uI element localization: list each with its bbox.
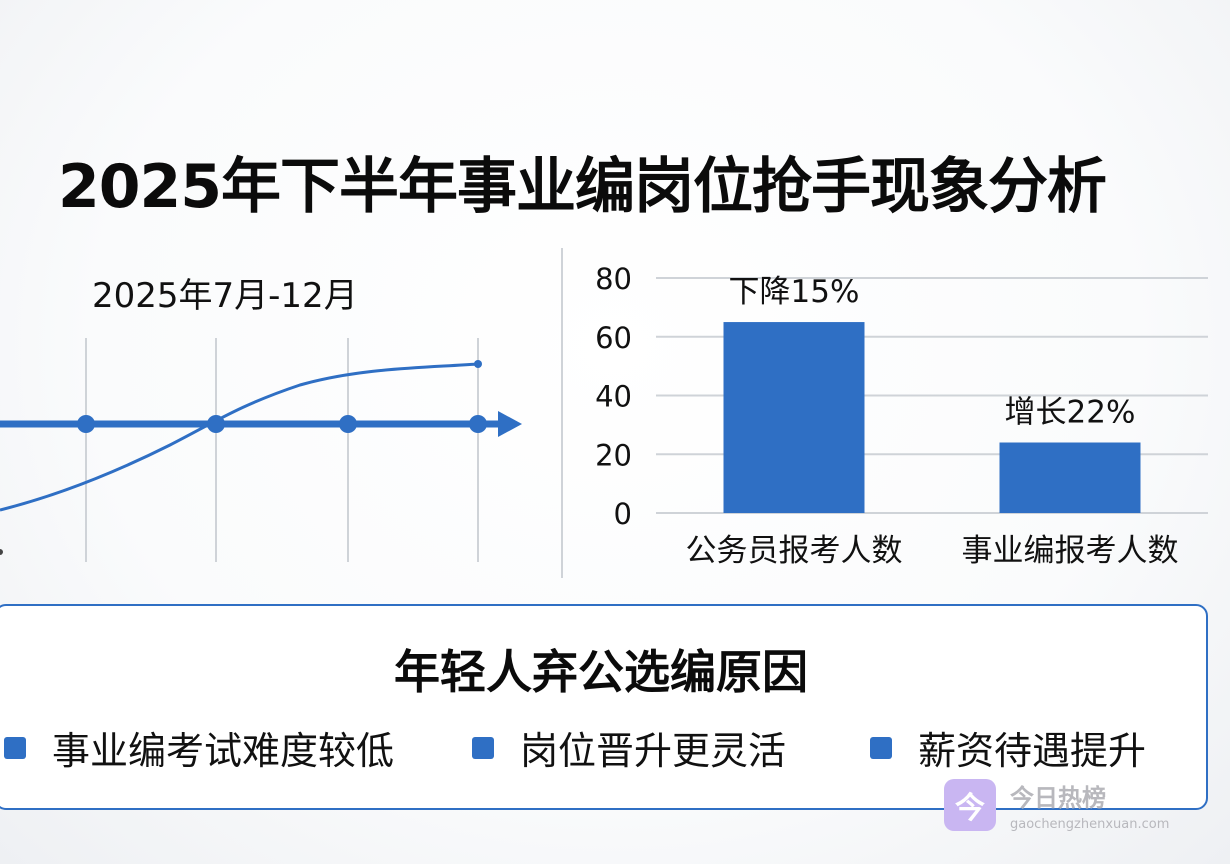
timeline-label: 2025年7月-12月: [92, 276, 358, 316]
watermark: 今 今日热榜 gaochengzhenxuan.com: [944, 778, 1169, 832]
y-tick-label: 60: [595, 321, 632, 355]
trend-curve-end-point: [474, 360, 482, 368]
reason-item: 薪资待遇提升: [870, 720, 1146, 775]
bar: [723, 322, 865, 513]
timeline-point: [469, 415, 487, 433]
bullet-square-icon: [4, 736, 26, 759]
timeline-arrow-head: [498, 411, 522, 437]
x-category-label: 事业编报考人数: [962, 533, 1179, 569]
y-tick-label: 20: [595, 438, 632, 472]
page-title: 2025年下半年事业编岗位抢手现象分析: [58, 152, 1107, 222]
reason-item: 岗位晋升更灵活: [472, 720, 786, 775]
watermark-logo-icon: 今: [944, 779, 996, 831]
trend-curve: [0, 362, 479, 512]
reason-label: 岗位晋升更灵活: [520, 729, 787, 773]
bar-annotation: 下降15%: [729, 274, 860, 310]
reason-label: 薪资待遇提升: [918, 729, 1147, 773]
y-tick-label: 0: [614, 497, 632, 531]
y-tick-label: 80: [595, 262, 632, 296]
chart-divider: [561, 248, 563, 578]
timeline-point: [77, 415, 95, 433]
timeline-point: [207, 415, 225, 433]
bullet-square-icon: [472, 736, 494, 759]
timeline-graphic: [0, 338, 522, 562]
watermark-url: gaochengzhenxuan.com: [1010, 817, 1170, 832]
bar: [999, 442, 1141, 513]
watermark-name: 今日热榜: [1010, 784, 1106, 812]
bullet-square-icon: [870, 736, 892, 759]
timeline-stray-dot: [0, 549, 3, 555]
reason-item: 事业编考试难度较低: [4, 720, 394, 775]
bar-chart: 0 20 40 60 80 下降15% 公务员报考人数 增长22% 事业编报考人数: [595, 262, 1208, 569]
timeline-point: [339, 415, 357, 433]
reason-label: 事业编考试难度较低: [52, 729, 395, 773]
reasons-panel: 年轻人弃公选编原因 事业编考试难度较低 岗位晋升更灵活 薪资待遇提升: [0, 604, 1208, 810]
y-tick-label: 40: [595, 380, 632, 414]
reasons-title: 年轻人弃公选编原因: [394, 645, 808, 699]
bar-annotation: 增长22%: [1005, 395, 1136, 431]
x-category-label: 公务员报考人数: [686, 533, 903, 569]
